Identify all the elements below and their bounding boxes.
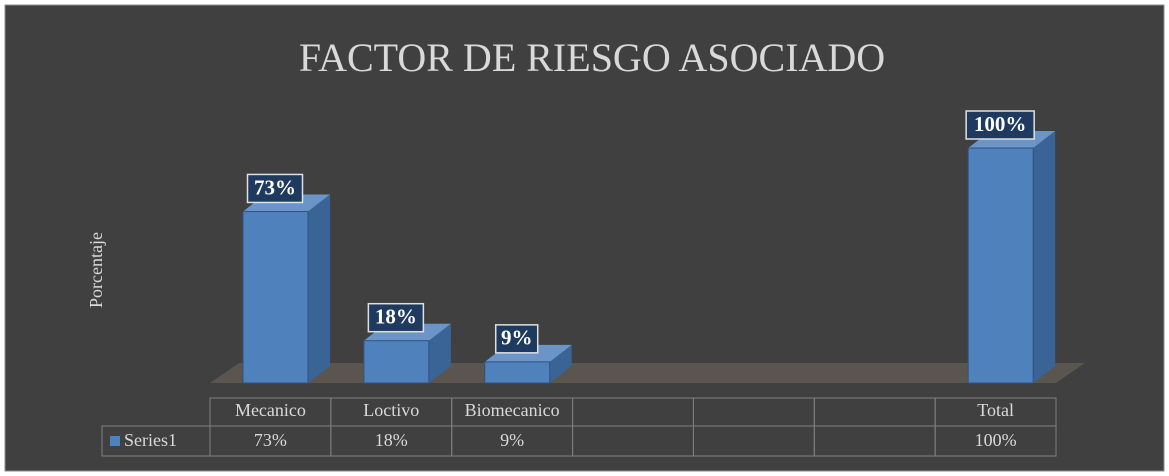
table-value: 100%: [975, 430, 1017, 450]
legend-label: Series1: [124, 430, 177, 450]
bar-side: [428, 323, 451, 383]
bar-side: [1033, 131, 1056, 383]
bar: [363, 340, 430, 384]
table-cell: [934, 425, 1057, 457]
x-tick-label: Biomecanico: [465, 400, 560, 420]
table-value: 9%: [500, 430, 524, 450]
bar: [242, 210, 309, 384]
chart-title: FACTOR DE RIESGO ASOCIADO: [299, 35, 885, 80]
y-axis-label: Porcentaje: [86, 232, 106, 308]
bar: [484, 361, 551, 384]
data-label-box: [494, 324, 539, 354]
x-tick-label: Mecanico: [235, 400, 306, 420]
legend-key: [110, 436, 120, 446]
data-label: 9%: [501, 326, 533, 350]
bar: [967, 147, 1034, 384]
data-label: 73%: [254, 175, 296, 199]
floor: [210, 363, 1085, 383]
bar-side: [549, 344, 572, 383]
data-label-box: [246, 173, 304, 204]
table-value: 18%: [375, 430, 408, 450]
data-label-box: [965, 110, 1035, 140]
table-value: 73%: [254, 430, 287, 450]
x-tick-label: Total: [977, 400, 1014, 420]
data-label: 100%: [974, 112, 1027, 136]
data-label-box: [367, 302, 425, 333]
bar-side: [308, 194, 330, 383]
x-tick-label: Loctivo: [363, 400, 419, 420]
data-label: 18%: [375, 305, 417, 329]
